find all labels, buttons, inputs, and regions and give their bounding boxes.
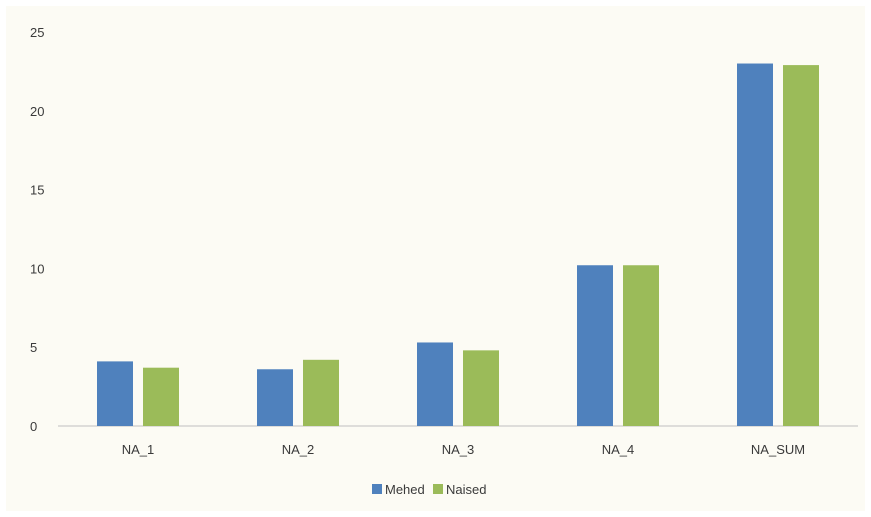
legend-swatch-naised	[433, 484, 443, 494]
bar-mehed-na-4	[577, 265, 613, 426]
bar-naised-na-3	[463, 350, 499, 426]
legend: Mehed Naised	[372, 482, 486, 497]
legend-swatch-mehed	[372, 484, 382, 494]
y-tick-label: 20	[30, 104, 44, 119]
y-axis-tick-labels: 0 5 10 15 20 25	[30, 25, 44, 434]
y-tick-label: 15	[30, 183, 44, 198]
y-tick-label: 0	[30, 419, 37, 434]
legend-label-naised: Naised	[446, 482, 486, 497]
y-tick-label: 5	[30, 340, 37, 355]
bars	[97, 63, 819, 427]
bar-naised-na-sum	[783, 65, 819, 426]
y-tick-label: 25	[30, 25, 44, 40]
y-tick-label: 10	[30, 261, 44, 276]
bar-mehed-na-2	[257, 369, 293, 426]
legend-label-mehed: Mehed	[385, 482, 425, 497]
bar-mehed-na-3	[417, 342, 453, 426]
x-tick-label: NA_4	[602, 442, 635, 457]
x-tick-label: NA_2	[282, 442, 315, 457]
bar-mehed-na-sum	[737, 63, 773, 427]
x-axis-tick-labels: NA_1 NA_2 NA_3 NA_4 NA_SUM	[122, 442, 805, 457]
bar-naised-na-4	[623, 265, 659, 426]
x-tick-label: NA_3	[442, 442, 475, 457]
bar-chart: 0 5 10 15 20 25 NA_1 NA_2 NA_3 NA_4 NA_SUM Mehed N…	[30, 25, 858, 497]
chart-area: 0 5 10 15 20 25 NA_1 NA_2 NA_3 NA_4 NA_SUM Mehed N…	[6, 6, 865, 511]
x-tick-label: NA_1	[122, 442, 155, 457]
x-tick-label: NA_SUM	[751, 442, 805, 457]
bar-naised-na-1	[143, 367, 179, 426]
bar-mehed-na-1	[97, 361, 133, 426]
bar-naised-na-2	[303, 359, 339, 426]
